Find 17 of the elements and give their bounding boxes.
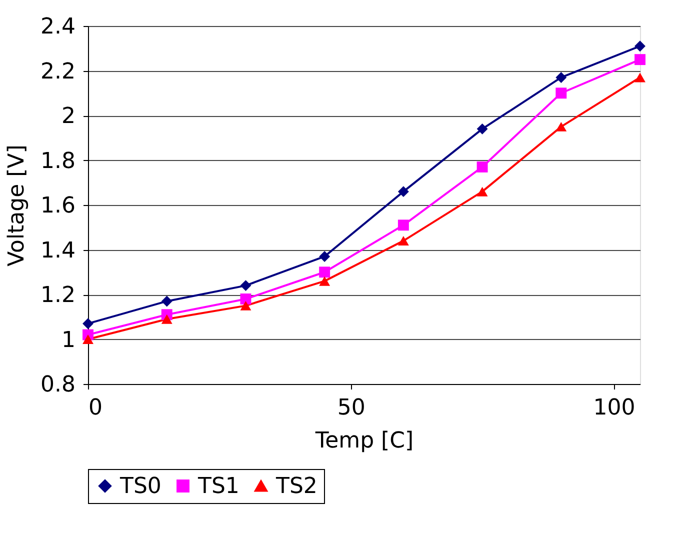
legend-label: TS1 bbox=[197, 474, 240, 499]
x-axis-title: Temp [C] bbox=[314, 428, 414, 454]
y-tick-label: 2.4 bbox=[40, 14, 76, 40]
x-tick-label: 50 bbox=[337, 396, 366, 420]
y-tick-label: 1.4 bbox=[40, 238, 76, 264]
x-tick-label: 0 bbox=[88, 396, 102, 420]
y-tick-label: 2.2 bbox=[40, 59, 76, 84]
y-tick-label: 0.8 bbox=[40, 372, 76, 398]
y-tick-label: 1 bbox=[62, 328, 76, 353]
y-tick-label: 1.6 bbox=[40, 194, 76, 218]
y-tick-label: 1.8 bbox=[40, 148, 76, 174]
legend-label: TS2 bbox=[275, 474, 318, 499]
y-tick-label: 2 bbox=[62, 104, 76, 129]
legend-label: TS0 bbox=[119, 474, 162, 499]
x-tick-label: 100 bbox=[593, 396, 636, 420]
y-axis-title: Voltage [V] bbox=[4, 144, 30, 266]
y-tick-label: 1.2 bbox=[40, 283, 76, 308]
